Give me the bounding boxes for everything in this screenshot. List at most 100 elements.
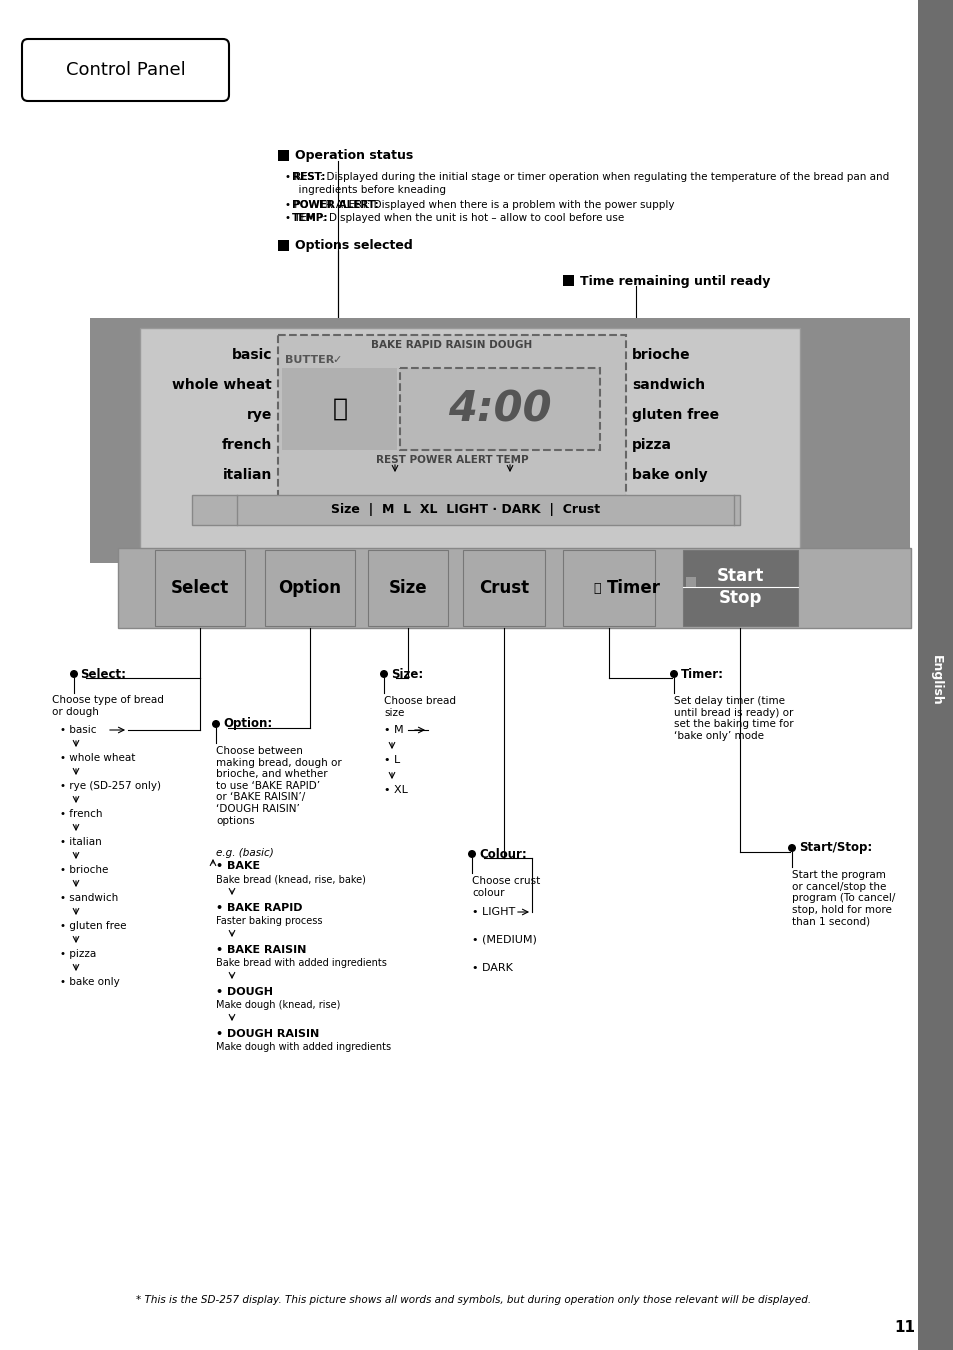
Text: • DOUGH: • DOUGH bbox=[215, 987, 273, 998]
Text: TEMP:: TEMP: bbox=[292, 213, 328, 223]
Text: Time remaining until ready: Time remaining until ready bbox=[579, 274, 770, 288]
Bar bbox=[462, 549, 544, 626]
Text: • BAKE RAISIN: • BAKE RAISIN bbox=[215, 945, 306, 954]
Circle shape bbox=[468, 850, 476, 859]
Text: Option: Option bbox=[278, 579, 341, 597]
Bar bbox=[265, 549, 355, 626]
Bar bbox=[562, 275, 574, 286]
Text: • TEMP: Displayed when the unit is hot – allow to cool before use: • TEMP: Displayed when the unit is hot –… bbox=[285, 213, 623, 223]
Bar bbox=[118, 548, 910, 628]
Text: e.g. (basic): e.g. (basic) bbox=[215, 848, 274, 859]
Text: • POWER ALERT: Displayed when there is a problem with the power supply: • POWER ALERT: Displayed when there is a… bbox=[285, 200, 674, 211]
Text: • (MEDIUM): • (MEDIUM) bbox=[472, 936, 537, 945]
Text: • italian: • italian bbox=[60, 837, 102, 846]
Text: • BAKE: • BAKE bbox=[215, 861, 260, 871]
Text: Option:: Option: bbox=[223, 717, 272, 730]
Text: Options selected: Options selected bbox=[294, 239, 413, 252]
Text: brioche: brioche bbox=[631, 348, 690, 362]
Text: Bake bread (knead, rise, bake): Bake bread (knead, rise, bake) bbox=[215, 873, 366, 884]
Text: italian: italian bbox=[222, 468, 272, 482]
Text: • DARK: • DARK bbox=[472, 963, 513, 973]
Text: • XL: • XL bbox=[384, 784, 408, 795]
Text: Choose crust
colour: Choose crust colour bbox=[472, 876, 539, 898]
Bar bbox=[399, 369, 599, 450]
Bar bbox=[277, 150, 289, 161]
Text: 🍞: 🍞 bbox=[333, 397, 347, 421]
Bar bbox=[282, 369, 396, 450]
Text: Start: Start bbox=[716, 567, 763, 585]
Text: rye: rye bbox=[247, 408, 272, 423]
Text: ✓: ✓ bbox=[332, 355, 341, 364]
Text: whole wheat: whole wheat bbox=[172, 378, 272, 392]
Text: • french: • french bbox=[60, 809, 102, 819]
Text: Start/Stop:: Start/Stop: bbox=[799, 841, 871, 855]
Text: • REST: Displayed during the initial stage or timer operation when regulating th: • REST: Displayed during the initial sta… bbox=[285, 171, 888, 182]
Bar bbox=[277, 335, 625, 510]
Circle shape bbox=[669, 670, 678, 678]
Text: Crust: Crust bbox=[478, 579, 529, 597]
Text: • DOUGH RAISIN: • DOUGH RAISIN bbox=[215, 1029, 319, 1040]
Bar bbox=[917, 0, 953, 1350]
Text: Make dough with added ingredients: Make dough with added ingredients bbox=[215, 1042, 391, 1052]
Text: Timer:: Timer: bbox=[680, 667, 723, 680]
Text: Bake bread with added ingredients: Bake bread with added ingredients bbox=[215, 958, 387, 968]
Text: pizza: pizza bbox=[631, 437, 671, 452]
Circle shape bbox=[787, 844, 795, 852]
Text: sandwich: sandwich bbox=[631, 378, 704, 392]
Text: BAKE RAPID RAISIN DOUGH: BAKE RAPID RAISIN DOUGH bbox=[371, 340, 532, 350]
Text: Select:: Select: bbox=[80, 667, 126, 680]
Text: • sandwich: • sandwich bbox=[60, 892, 118, 903]
Text: Choose between
making bread, dough or
brioche, and whether
to use ‘BAKE RAPID’
o: Choose between making bread, dough or br… bbox=[215, 747, 341, 826]
Text: Operation status: Operation status bbox=[294, 150, 413, 162]
Text: Choose bread
size: Choose bread size bbox=[384, 697, 456, 718]
Text: Faster baking process: Faster baking process bbox=[215, 917, 322, 926]
Text: REST:: REST: bbox=[292, 171, 325, 182]
Circle shape bbox=[70, 670, 78, 678]
Text: Size:: Size: bbox=[391, 667, 423, 680]
Bar bbox=[90, 319, 909, 563]
Text: BUTTER: BUTTER bbox=[285, 355, 334, 364]
Text: basic: basic bbox=[232, 348, 272, 362]
Text: English: English bbox=[928, 655, 942, 705]
Circle shape bbox=[212, 720, 220, 728]
Text: * This is the SD-257 display. This picture shows all words and symbols, but duri: * This is the SD-257 display. This pictu… bbox=[136, 1295, 811, 1305]
Bar bbox=[140, 328, 800, 554]
Bar bbox=[154, 549, 245, 626]
Text: • L: • L bbox=[384, 755, 400, 765]
Text: Colour:: Colour: bbox=[478, 848, 526, 860]
Text: • M: • M bbox=[384, 725, 403, 734]
Bar bbox=[685, 576, 696, 587]
FancyBboxPatch shape bbox=[22, 39, 229, 101]
Text: Stop: Stop bbox=[718, 589, 761, 608]
Text: Start the program
or cancel/stop the
program (To cancel/
stop, hold for more
tha: Start the program or cancel/stop the pro… bbox=[791, 869, 895, 926]
Text: REST POWER ALERT TEMP: REST POWER ALERT TEMP bbox=[375, 455, 528, 464]
Text: Control Panel: Control Panel bbox=[66, 61, 186, 80]
Text: ingredients before kneading: ingredients before kneading bbox=[292, 185, 446, 194]
Text: • brioche: • brioche bbox=[60, 865, 109, 875]
Text: Size  |  M  L  XL  LIGHT · DARK  |  Crust: Size | M L XL LIGHT · DARK | Crust bbox=[331, 504, 600, 517]
Text: 4:00: 4:00 bbox=[448, 387, 551, 431]
Text: Choose type of bread
or dough: Choose type of bread or dough bbox=[52, 695, 164, 717]
Text: Set delay timer (time
until bread is ready) or
set the baking time for
‘bake onl: Set delay timer (time until bread is rea… bbox=[673, 697, 793, 741]
Text: • basic: • basic bbox=[60, 725, 96, 734]
Text: • whole wheat: • whole wheat bbox=[60, 753, 135, 763]
Text: • pizza: • pizza bbox=[60, 949, 96, 958]
Text: french: french bbox=[221, 437, 272, 452]
Bar bbox=[562, 549, 655, 626]
Text: ⏻: ⏻ bbox=[593, 582, 600, 594]
Text: • gluten free: • gluten free bbox=[60, 921, 127, 931]
Text: • BAKE RAPID: • BAKE RAPID bbox=[215, 903, 302, 913]
Text: Select: Select bbox=[171, 579, 229, 597]
Bar bbox=[368, 549, 448, 626]
Bar bbox=[682, 549, 797, 626]
Bar bbox=[277, 240, 289, 251]
Bar bbox=[192, 495, 740, 525]
Text: POWER ALERT:: POWER ALERT: bbox=[292, 200, 378, 211]
Text: Make dough (knead, rise): Make dough (knead, rise) bbox=[215, 1000, 340, 1010]
Text: Timer: Timer bbox=[606, 579, 660, 597]
Circle shape bbox=[379, 670, 388, 678]
Text: • rye (SD-257 only): • rye (SD-257 only) bbox=[60, 782, 161, 791]
Text: Size: Size bbox=[388, 579, 427, 597]
Text: • bake only: • bake only bbox=[60, 977, 120, 987]
Text: • LIGHT: • LIGHT bbox=[472, 907, 515, 917]
